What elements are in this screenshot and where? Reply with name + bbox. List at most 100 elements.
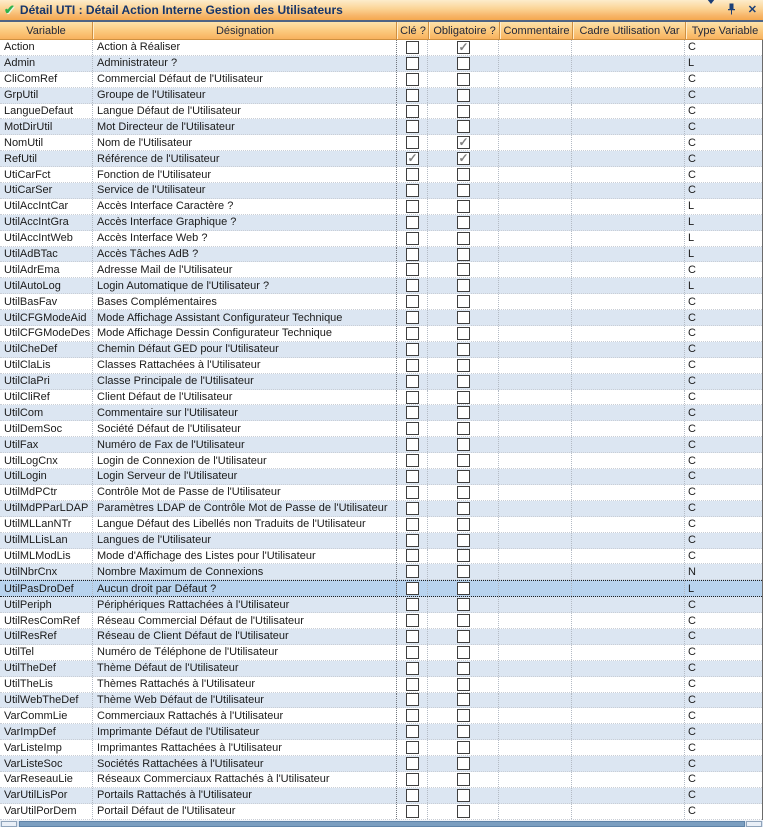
obligatoire-checkbox[interactable] [456, 104, 470, 118]
cle-checkbox[interactable] [405, 772, 419, 786]
table-row[interactable]: UtilCliRef Client Défaut de l'Utilisateur… [0, 389, 762, 406]
scrollbar-thumb[interactable] [19, 821, 745, 827]
column-header-cadre[interactable]: Cadre Utilisation Var [573, 22, 686, 39]
cle-checkbox[interactable] [405, 151, 419, 166]
obligatoire-checkbox[interactable] [456, 263, 470, 277]
obligatoire-checkbox[interactable] [456, 614, 470, 627]
obligatoire-checkbox[interactable] [456, 772, 470, 786]
cle-checkbox[interactable] [405, 215, 419, 229]
table-row[interactable]: UtilCom Commentaire sur l'Utilisateur C [0, 405, 762, 422]
cle-checkbox[interactable] [405, 56, 419, 70]
obligatoire-checkbox[interactable] [456, 598, 470, 612]
table-row[interactable]: UtilCheDef Chemin Défaut GED pour l'Utili… [0, 341, 762, 358]
table-row[interactable]: VarCommLie Commerciaux Rattachés à l'Util… [0, 708, 762, 725]
table-row[interactable]: UtilMLLisLan Langues de l'Utilisateur C [0, 532, 762, 549]
table-row[interactable]: UtilPeriph Périphériques Rattachées à l'U… [0, 597, 762, 614]
table-row[interactable]: UtilWebTheDef Thème Web Défaut de l'Utili… [0, 692, 762, 709]
table-row[interactable]: UtilLogCnx Login de Connexion de l'Utilis… [0, 453, 762, 470]
table-row[interactable]: UtilMLModLis Mode d'Affichage des Listes … [0, 548, 762, 565]
obligatoire-checkbox[interactable] [456, 565, 470, 579]
cle-checkbox[interactable] [405, 358, 419, 372]
cle-checkbox[interactable] [405, 629, 419, 643]
obligatoire-checkbox[interactable] [456, 358, 470, 372]
cle-checkbox[interactable] [405, 136, 419, 150]
scrollbar-left-button[interactable] [1, 821, 17, 827]
table-row[interactable]: UtilAutoLog Login Automatique de l'Utilis… [0, 278, 762, 295]
cle-checkbox[interactable] [405, 422, 419, 436]
obligatoire-checkbox[interactable] [456, 741, 470, 755]
table-row[interactable]: UtilNbrCnx Nombre Maximum de Connexions N [0, 564, 762, 581]
cle-checkbox[interactable] [405, 390, 419, 404]
table-row[interactable]: VarListeImp Imprimantes Rattachées à l'Ut… [0, 740, 762, 757]
obligatoire-checkbox[interactable] [456, 72, 470, 86]
obligatoire-checkbox[interactable] [456, 677, 470, 691]
window-position-menu-icon[interactable] [706, 0, 715, 16]
cle-checkbox[interactable] [405, 693, 419, 707]
cle-checkbox[interactable] [405, 199, 419, 213]
obligatoire-checkbox[interactable] [456, 279, 470, 293]
table-row[interactable]: UtilAccIntGra Accès Interface Graphique ?… [0, 214, 762, 231]
table-row[interactable]: UtilDemSoc Société Défaut de l'Utilisateu… [0, 421, 762, 438]
cle-checkbox[interactable] [405, 247, 419, 261]
table-row[interactable]: UtilClaLis Classes Rattachées à l'Utilisa… [0, 357, 762, 374]
obligatoire-checkbox[interactable] [456, 693, 470, 707]
cle-checkbox[interactable] [405, 231, 419, 245]
obligatoire-checkbox[interactable] [456, 295, 470, 309]
obligatoire-checkbox[interactable] [456, 661, 470, 675]
table-row[interactable]: UtilAccIntCar Accès Interface Caractère ?… [0, 198, 762, 215]
table-row[interactable]: UtilPasDroDef Aucun droit par Défaut ? L [0, 580, 762, 598]
scrollbar-right-button[interactable] [746, 821, 762, 827]
obligatoire-checkbox[interactable] [456, 168, 470, 182]
cle-checkbox[interactable] [405, 326, 419, 340]
cle-checkbox[interactable] [405, 757, 419, 771]
obligatoire-checkbox[interactable] [456, 151, 470, 166]
obligatoire-checkbox[interactable] [456, 326, 470, 340]
obligatoire-checkbox[interactable] [456, 406, 470, 420]
column-header-type[interactable]: Type Variable [686, 22, 763, 39]
table-row[interactable]: UtilBasFav Bases Complémentaires C [0, 294, 762, 311]
obligatoire-checkbox[interactable] [456, 757, 470, 771]
table-row[interactable]: UtilCFGModeDes Mode Affichage Dessin Conf… [0, 326, 762, 342]
obligatoire-checkbox[interactable] [456, 725, 470, 739]
cle-checkbox[interactable] [405, 614, 419, 627]
table-row[interactable]: UtilCFGModeAid Mode Affichage Assistant C… [0, 310, 762, 327]
cle-checkbox[interactable] [405, 374, 419, 388]
obligatoire-checkbox[interactable] [456, 311, 470, 325]
table-row[interactable]: UtilTel Numéro de Téléphone de l'Utilisat… [0, 644, 762, 661]
table-row[interactable]: VarImpDef Imprimante Défaut de l'Utilisat… [0, 724, 762, 741]
cle-checkbox[interactable] [405, 582, 419, 596]
obligatoire-checkbox[interactable] [456, 709, 470, 723]
table-row[interactable]: VarReseauLie Réseaux Commerciaux Rattaché… [0, 771, 762, 788]
cle-checkbox[interactable] [405, 342, 419, 356]
obligatoire-checkbox[interactable] [456, 517, 470, 531]
table-row[interactable]: UtilMdPParLDAP Paramètres LDAP de Contrôl… [0, 500, 762, 517]
cle-checkbox[interactable] [405, 533, 419, 547]
column-header-commentaire[interactable]: Commentaire [500, 22, 573, 39]
table-row[interactable]: UtilFax Numéro de Fax de l'Utilisateur C [0, 437, 762, 454]
obligatoire-checkbox[interactable] [456, 135, 470, 150]
cle-checkbox[interactable] [405, 104, 419, 118]
cle-checkbox[interactable] [405, 677, 419, 691]
table-row[interactable]: UtilClaPri Classe Principale de l'Utilisa… [0, 373, 762, 390]
obligatoire-checkbox[interactable] [456, 533, 470, 547]
table-row[interactable]: UtilAccIntWeb Accès Interface Web ? L [0, 230, 762, 247]
obligatoire-checkbox[interactable] [456, 56, 470, 70]
table-row[interactable]: CliComRef Commercial Défaut de l'Utilisat… [0, 71, 762, 88]
table-row[interactable]: UtilTheLis Thèmes Rattachés à l'Utilisate… [0, 676, 762, 693]
table-row[interactable]: UtilMdPCtr Contrôle Mot de Passe de l'Uti… [0, 484, 762, 501]
cle-checkbox[interactable] [405, 501, 419, 515]
cle-checkbox[interactable] [405, 279, 419, 293]
table-row[interactable]: UtiCarSer Service de l'Utilisateur C [0, 183, 762, 199]
cle-checkbox[interactable] [405, 517, 419, 531]
obligatoire-checkbox[interactable] [456, 804, 470, 818]
cle-checkbox[interactable] [405, 72, 419, 86]
obligatoire-checkbox[interactable] [456, 582, 470, 596]
cle-checkbox[interactable] [405, 406, 419, 420]
column-header-variable[interactable]: Variable [0, 22, 93, 39]
obligatoire-checkbox[interactable] [456, 788, 470, 802]
cle-checkbox[interactable] [405, 469, 419, 483]
cle-checkbox[interactable] [405, 168, 419, 182]
table-row[interactable]: GrpUtil Groupe de l'Utilisateur C [0, 87, 762, 104]
cle-checkbox[interactable] [405, 263, 419, 277]
